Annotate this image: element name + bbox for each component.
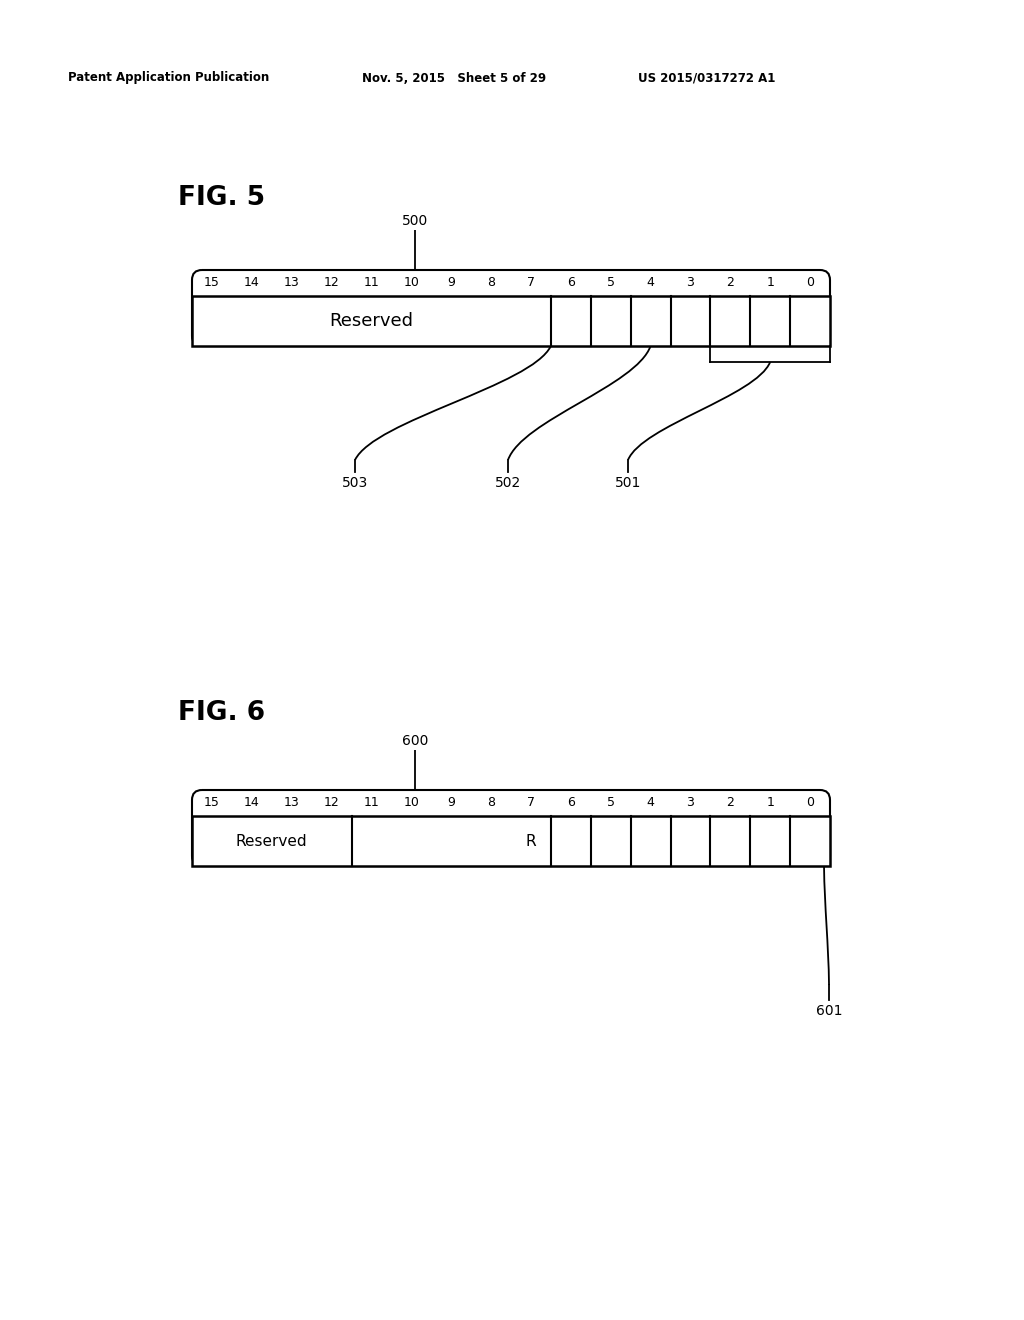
Text: 1: 1 [766,796,774,809]
Text: 15: 15 [204,796,220,809]
Text: 4: 4 [646,276,654,289]
Text: 11: 11 [364,796,379,809]
Text: 5: 5 [606,276,614,289]
Text: 10: 10 [403,796,419,809]
Text: 503: 503 [342,477,368,490]
Text: 2: 2 [726,796,734,809]
Text: 12: 12 [324,796,339,809]
Text: 6: 6 [567,796,574,809]
Text: 14: 14 [244,796,260,809]
Text: 13: 13 [284,796,300,809]
Text: 0: 0 [806,276,814,289]
Text: 500: 500 [401,214,428,228]
Text: 11: 11 [364,276,379,289]
Text: 0: 0 [806,796,814,809]
Text: Nov. 5, 2015   Sheet 5 of 29: Nov. 5, 2015 Sheet 5 of 29 [362,71,546,84]
Text: 3: 3 [686,796,694,809]
Text: 10: 10 [403,276,419,289]
Text: 9: 9 [447,796,455,809]
Text: 15: 15 [204,276,220,289]
Text: R: R [525,833,537,849]
Text: 9: 9 [447,276,455,289]
Text: 8: 8 [487,276,495,289]
Text: 7: 7 [527,276,535,289]
Text: 6: 6 [567,276,574,289]
Text: 14: 14 [244,276,260,289]
Text: FIG. 5: FIG. 5 [178,185,265,211]
Text: FIG. 6: FIG. 6 [178,700,265,726]
Text: 5: 5 [606,796,614,809]
Text: 502: 502 [495,477,521,490]
Text: 3: 3 [686,276,694,289]
Text: 7: 7 [527,796,535,809]
Text: US 2015/0317272 A1: US 2015/0317272 A1 [638,71,775,84]
Text: Reserved: Reserved [330,312,414,330]
Text: 13: 13 [284,276,300,289]
Text: 601: 601 [816,1005,843,1018]
Text: 600: 600 [401,734,428,748]
Bar [193,296,830,346]
Bar [193,816,830,866]
Text: 12: 12 [324,276,339,289]
Text: 2: 2 [726,276,734,289]
Text: Patent Application Publication: Patent Application Publication [68,71,269,84]
Text: 8: 8 [487,796,495,809]
Text: 501: 501 [614,477,641,490]
Text: Reserved: Reserved [236,833,307,849]
Text: 4: 4 [646,796,654,809]
Text: 1: 1 [766,276,774,289]
